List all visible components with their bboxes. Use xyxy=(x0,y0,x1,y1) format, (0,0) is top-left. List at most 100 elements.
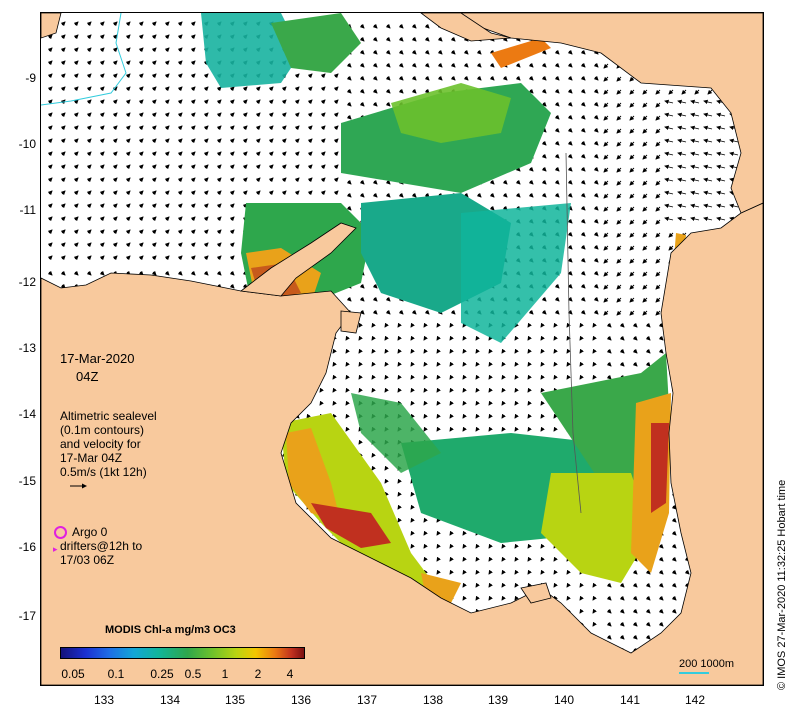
velocity-arrow xyxy=(528,192,534,198)
velocity-arrow xyxy=(229,242,235,248)
velocity-arrow xyxy=(190,151,196,157)
velocity-arrow xyxy=(489,205,495,211)
velocity-arrow xyxy=(671,530,677,536)
velocity-arrow xyxy=(229,125,235,131)
velocity-arrow xyxy=(592,595,597,601)
velocity-arrow xyxy=(645,348,651,354)
velocity-arrow xyxy=(138,86,144,92)
velocity-arrow xyxy=(567,88,573,94)
velocity-arrow xyxy=(449,387,454,393)
velocity-arrow xyxy=(554,88,560,94)
velocity-arrow xyxy=(60,47,66,53)
velocity-arrow xyxy=(606,374,612,380)
lat-tick-label: -9 xyxy=(25,71,36,85)
velocity-arrow xyxy=(463,49,469,55)
velocity-arrow xyxy=(462,361,467,367)
velocity-arrow xyxy=(125,125,131,131)
velocity-arrow xyxy=(690,164,700,170)
velocity-arrow xyxy=(86,203,92,209)
velocity-arrow xyxy=(703,151,713,157)
velocity-arrow xyxy=(138,138,144,144)
velocity-arrow xyxy=(411,36,417,42)
velocity-arrow xyxy=(514,361,519,367)
velocity-arrow xyxy=(229,190,235,196)
velocity-arrow xyxy=(229,203,235,209)
velocity-arrow xyxy=(553,374,558,380)
velocity-arrow xyxy=(86,112,92,118)
velocity-arrow xyxy=(566,569,571,575)
velocity-arrow xyxy=(655,284,661,290)
velocity-arrow xyxy=(358,439,363,445)
velocity-arrow xyxy=(346,101,352,107)
altimetry-line: and velocity for xyxy=(60,437,141,451)
velocity-arrow xyxy=(99,177,105,183)
velocity-arrow xyxy=(332,348,337,354)
velocity-arrow xyxy=(268,138,274,144)
velocity-arrow xyxy=(138,229,144,235)
velocity-arrow xyxy=(372,23,378,29)
velocity-arrow xyxy=(203,229,209,235)
velocity-arrow xyxy=(655,193,661,199)
velocity-arrow xyxy=(554,75,560,81)
velocity-arrow xyxy=(437,75,443,81)
velocity-arrow xyxy=(655,271,661,277)
velocity-arrow xyxy=(229,177,235,183)
velocity-arrow xyxy=(125,216,131,222)
velocity-arrow xyxy=(73,229,79,235)
velocity-arrow xyxy=(567,101,573,107)
velocity-arrow xyxy=(424,36,430,42)
velocity-arrow xyxy=(423,413,428,419)
velocity-arrow xyxy=(462,530,467,536)
velocity-arrow xyxy=(603,245,609,251)
map-panel[interactable] xyxy=(40,12,764,686)
velocity-arrow xyxy=(567,49,573,55)
colorbar-label: 4 xyxy=(286,667,294,681)
velocity-arrow xyxy=(658,595,664,601)
velocity-arrow xyxy=(307,138,313,144)
velocity-arrow xyxy=(86,60,92,66)
velocity-arrow xyxy=(151,73,157,79)
velocity-arrow xyxy=(449,426,454,432)
velocity-arrow xyxy=(541,88,547,94)
velocity-arrow xyxy=(629,167,635,173)
velocity-arrow xyxy=(86,151,92,157)
velocity-arrow xyxy=(592,335,597,341)
velocity-arrow xyxy=(177,21,183,27)
velocity-arrow xyxy=(190,112,196,118)
velocity-arrow xyxy=(397,504,402,510)
velocity-arrow xyxy=(125,242,131,248)
velocity-arrow xyxy=(397,361,402,367)
velocity-arrow xyxy=(424,75,430,81)
velocity-arrow xyxy=(229,164,235,170)
velocity-arrow xyxy=(677,112,687,118)
velocity-arrow xyxy=(423,348,428,354)
velocity-arrow xyxy=(423,400,428,406)
velocity-arrow xyxy=(73,99,79,105)
velocity-arrow xyxy=(151,164,157,170)
velocity-arrow xyxy=(707,89,713,95)
velocity-arrow xyxy=(566,322,571,328)
velocity-arrow xyxy=(60,151,66,157)
velocity-arrow xyxy=(333,112,339,118)
velocity-arrow xyxy=(655,167,661,173)
velocity-arrow xyxy=(216,229,222,235)
velocity-arrow xyxy=(372,296,378,302)
velocity-arrow xyxy=(125,190,131,196)
velocity-arrow xyxy=(112,177,118,183)
velocity-arrow xyxy=(514,335,519,341)
velocity-arrow xyxy=(540,426,545,432)
velocity-arrow xyxy=(437,49,443,55)
velocity-arrow xyxy=(359,88,365,94)
velocity-arrow xyxy=(450,309,456,315)
velocity-arrow xyxy=(502,75,508,81)
velocity-arrow xyxy=(151,47,157,53)
velocity-arrow xyxy=(476,192,482,198)
velocity-arrow xyxy=(73,34,79,40)
velocity-arrow xyxy=(488,361,493,367)
velocity-arrow xyxy=(86,242,92,248)
velocity-arrow xyxy=(541,153,547,159)
velocity-arrow xyxy=(371,348,376,354)
velocity-arrow xyxy=(359,309,365,315)
velocity-arrow xyxy=(436,322,441,328)
velocity-arrow xyxy=(86,177,92,183)
